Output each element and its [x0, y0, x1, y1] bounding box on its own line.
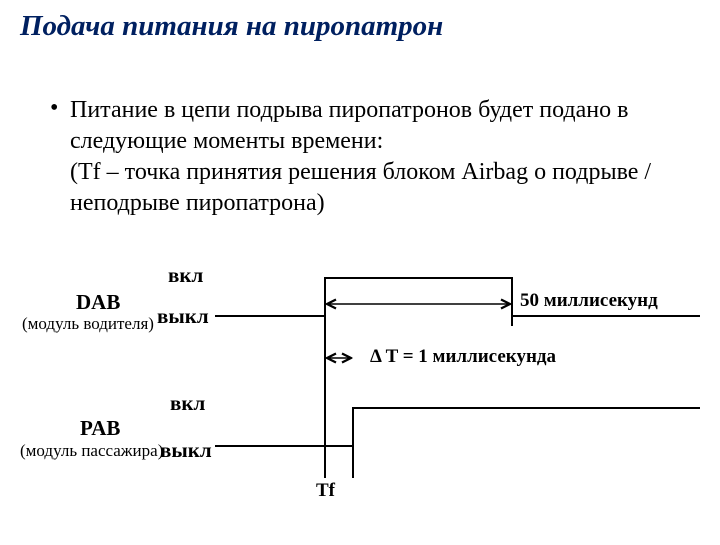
dab-name: DAB [76, 290, 120, 315]
page-title: Подача питания на пиропатрон [20, 10, 443, 43]
pab-on-label: вкл [170, 391, 205, 416]
pab-sub: (модуль пассажира) [20, 441, 163, 461]
dab-sub: (модуль водителя) [22, 314, 154, 334]
dab-off-label: выкл [157, 304, 209, 329]
dab-on-label: вкл [168, 263, 203, 288]
body-line-4: неподрыве пиропатрона) [70, 188, 325, 219]
body-line-2: следующие моменты времени: [70, 126, 383, 157]
tf-label: Tf [316, 480, 335, 502]
delta-t-label: Δ T = 1 миллисекунда [370, 346, 556, 368]
pab-off-label: выкл [160, 438, 212, 463]
pab-waveform [215, 408, 700, 446]
bullet: • [50, 95, 58, 122]
pab-name: PAB [80, 416, 120, 441]
timing-diagram: DAB (модуль водителя) вкл выкл 50 миллис… [0, 260, 720, 540]
body-line-3: (Tf – точка принятия решения блоком Airb… [70, 157, 651, 188]
pulse-width-label: 50 миллисекунд [520, 290, 658, 312]
body-line-1: Питание в цепи подрыва пиропатронов буде… [70, 95, 628, 126]
